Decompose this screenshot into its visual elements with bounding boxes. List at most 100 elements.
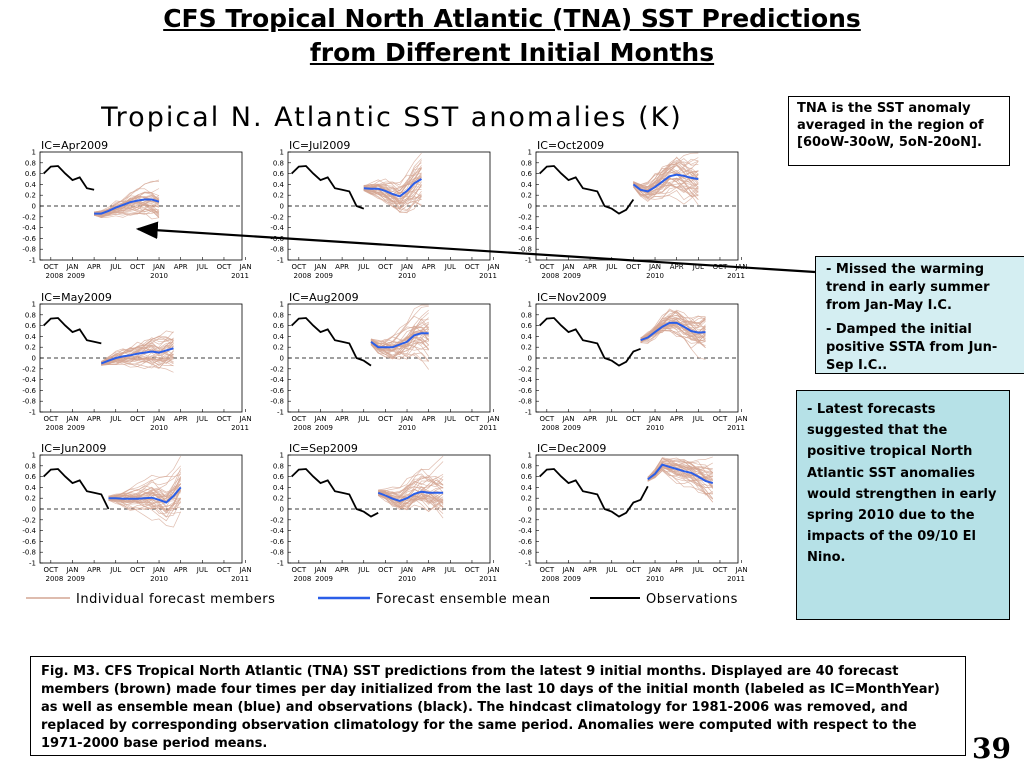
y-tick-label: -1	[277, 409, 284, 417]
x-tick-label: JAN	[561, 415, 574, 423]
forecast-member-line	[633, 183, 699, 205]
x-tick-label: JAN	[313, 415, 326, 423]
y-tick-label: 0	[528, 506, 532, 514]
x-tick-label: APR	[335, 263, 349, 271]
y-tick-label: -1	[29, 409, 36, 417]
y-tick-label: 0.8	[273, 462, 284, 470]
year-label: 2009	[315, 424, 333, 432]
year-label: 2011	[479, 272, 497, 280]
y-tick-label: -0.6	[22, 235, 36, 243]
year-label: 2009	[67, 424, 85, 432]
y-tick-label: 0.2	[273, 344, 284, 352]
year-label: 2009	[315, 272, 333, 280]
x-tick-label: OCT	[291, 263, 306, 271]
x-tick-label: JUL	[357, 566, 369, 574]
y-tick-label: -0.2	[518, 365, 532, 373]
y-tick-label: -0.6	[518, 538, 532, 546]
x-tick-label: JAN	[400, 263, 413, 271]
x-tick-label: OCT	[291, 415, 306, 423]
y-tick-label: 0.2	[273, 192, 284, 200]
y-tick-label: 0.6	[25, 170, 37, 178]
x-tick-label: APR	[670, 415, 684, 423]
y-tick-label: 0	[280, 506, 284, 514]
forecast-member-line	[640, 324, 706, 344]
year-label: 2009	[563, 424, 581, 432]
forecast-member-line	[94, 191, 160, 218]
forecast-member-line	[370, 326, 429, 348]
x-tick-label: OCT	[465, 566, 480, 574]
forecast-member-line	[94, 206, 160, 218]
y-tick-label: 0.4	[521, 181, 533, 189]
slide-title-line1: CFS Tropical North Atlantic (TNA) SST Pr…	[163, 4, 861, 33]
x-tick-label: JAN	[648, 263, 661, 271]
x-tick-label: JAN	[152, 566, 165, 574]
forecast-member-line	[101, 346, 174, 364]
x-tick-label: APR	[335, 415, 349, 423]
year-label: 2008	[542, 272, 560, 280]
chart-panel: IC=Jun2009 1 0.8 0.6 0.4 0.2 0 -0.2 -0.4 -0.6 -0.8…	[22, 442, 251, 583]
y-tick-label: -0.2	[518, 516, 532, 524]
forecast-member-line	[93, 208, 160, 216]
year-label: 2008	[46, 575, 64, 583]
y-tick-label: 1	[528, 149, 532, 157]
forecast-member-line	[363, 186, 422, 204]
panel-label: IC=Aug2009	[289, 291, 359, 304]
x-tick-label: APR	[87, 263, 101, 271]
x-tick-label: JAN	[152, 415, 165, 423]
tna-info-box: TNA is the SST anomaly averaged in the r…	[788, 96, 1010, 166]
y-tick-label: 0.4	[273, 484, 285, 492]
year-label: 2008	[46, 272, 64, 280]
forecast-member-line	[370, 304, 429, 343]
year-label: 2009	[563, 272, 581, 280]
forecast-member-line	[101, 330, 174, 363]
x-tick-label: JAN	[239, 263, 252, 271]
y-tick-label: 0	[280, 355, 284, 363]
forecast-member-line	[640, 327, 706, 360]
forecast-member-line	[363, 162, 422, 190]
x-tick-label: JAN	[152, 263, 165, 271]
y-tick-label: -0.8	[270, 549, 284, 557]
x-tick-label: JUL	[196, 263, 208, 271]
y-tick-label: -0.6	[518, 387, 532, 395]
y-tick-label: 0	[528, 203, 532, 211]
forecast-member-line	[101, 354, 174, 367]
y-tick-label: -1	[525, 257, 532, 265]
forecast-member-line	[363, 168, 422, 192]
forecast-member-line	[647, 457, 713, 478]
forecast-member-line	[370, 329, 429, 356]
x-tick-label: OCT	[291, 566, 306, 574]
year-label: 2010	[150, 575, 168, 583]
x-tick-label: APR	[174, 263, 188, 271]
observations-line	[42, 317, 102, 345]
year-label: 2011	[479, 424, 497, 432]
y-tick-label: 0	[32, 203, 36, 211]
x-tick-label: JAN	[400, 566, 413, 574]
slide-title-line2: from Different Initial Months	[309, 38, 715, 67]
chart-legend: Individual forecast members Forecast ense…	[26, 592, 737, 607]
observations-line	[290, 468, 379, 518]
year-label: 2008	[542, 424, 560, 432]
y-tick-label: 0.8	[25, 311, 36, 319]
x-tick-label: JUL	[692, 263, 704, 271]
y-tick-label: -0.6	[270, 538, 284, 546]
x-tick-label: JAN	[65, 566, 78, 574]
chart-panel: IC=Dec2009 1 0.8 0.6 0.4 0.2 0 -0.2 -0.4 -0.6 -0.8…	[518, 442, 747, 583]
year-label: 2011	[231, 575, 249, 583]
x-tick-label: JAN	[735, 566, 748, 574]
x-tick-label: JAN	[400, 415, 413, 423]
x-tick-label: APR	[174, 566, 188, 574]
year-label: 2009	[563, 575, 581, 583]
ensemble-mean-line	[363, 178, 423, 198]
forecast-member-line	[633, 158, 699, 192]
y-tick-label: -0.2	[270, 516, 284, 524]
figure-caption: Fig. M3. CFS Tropical North Atlantic (TN…	[30, 656, 966, 756]
year-label: 2011	[727, 424, 745, 432]
x-tick-label: OCT	[217, 415, 232, 423]
forecast-member-line	[94, 195, 160, 213]
y-tick-label: -0.2	[270, 213, 284, 221]
x-tick-label: JUL	[692, 566, 704, 574]
x-tick-label: APR	[422, 263, 436, 271]
x-tick-label: JUL	[444, 566, 456, 574]
y-tick-label: -0.6	[22, 387, 36, 395]
panel-label: IC=Jun2009	[41, 442, 106, 455]
